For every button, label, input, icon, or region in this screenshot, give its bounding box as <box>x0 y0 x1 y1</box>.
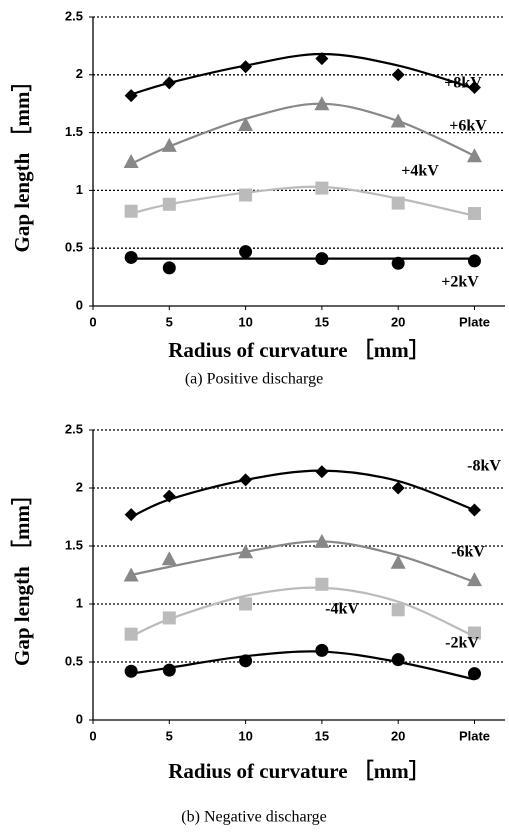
marker <box>239 473 253 487</box>
y-axis-label: Gap length ［mm］ <box>10 484 34 666</box>
marker <box>467 667 481 681</box>
x-tick-label: 0 <box>89 728 96 743</box>
fit-line <box>130 102 475 165</box>
series-label: +8kV <box>444 75 482 92</box>
y-tick-label: 2 <box>76 66 83 81</box>
marker <box>315 252 329 266</box>
marker <box>391 196 405 210</box>
marker <box>239 654 253 668</box>
marker <box>124 250 138 264</box>
marker <box>466 572 482 587</box>
y-tick-label: 0 <box>76 297 83 312</box>
series-label: -6kV <box>451 544 485 561</box>
y-tick-label: 0.5 <box>65 240 83 255</box>
x-tick-label: 10 <box>238 314 252 329</box>
marker <box>124 204 138 218</box>
marker <box>391 653 405 667</box>
y-axis-label: Gap length ［mm］ <box>10 70 34 252</box>
fit-line <box>130 469 475 519</box>
x-tick-label: 0 <box>89 314 96 329</box>
series-label: +6kV <box>449 118 487 135</box>
marker <box>315 643 329 657</box>
y-tick-label: 1 <box>76 595 83 610</box>
marker <box>315 52 329 66</box>
marker <box>314 533 330 548</box>
fit-line <box>130 540 475 583</box>
x-tick-label: 5 <box>166 314 173 329</box>
marker <box>161 137 177 152</box>
marker <box>391 68 405 82</box>
marker <box>162 489 176 503</box>
marker <box>124 664 138 678</box>
marker <box>391 603 405 617</box>
y-tick-label: 2.5 <box>65 421 83 436</box>
marker <box>162 663 176 677</box>
marker <box>467 626 481 640</box>
marker <box>466 148 482 163</box>
marker <box>314 96 330 111</box>
y-tick-label: 1.5 <box>65 124 83 139</box>
x-axis-label: Radius of curvature ［mm］ <box>168 759 430 783</box>
caption: (b) Negative discharge <box>181 809 326 826</box>
marker <box>124 89 138 103</box>
marker <box>123 154 139 168</box>
fit-line <box>130 650 475 681</box>
marker <box>239 597 253 611</box>
y-tick-label: 1.5 <box>65 537 83 552</box>
x-tick-label: 15 <box>315 314 329 329</box>
marker <box>162 261 176 275</box>
marker <box>315 181 329 195</box>
marker <box>315 577 329 591</box>
x-tick-label: 20 <box>391 314 405 329</box>
series-label: +2kV <box>441 274 479 291</box>
y-tick-label: 0.5 <box>65 653 83 668</box>
x-tick-label: Plate <box>459 728 490 743</box>
x-axis-label: Radius of curvature ［mm］ <box>168 338 430 362</box>
marker <box>239 188 253 202</box>
y-tick-label: 2.5 <box>65 8 83 23</box>
marker <box>238 544 254 559</box>
series-label: -4kV <box>325 601 359 618</box>
marker <box>239 245 253 259</box>
marker <box>391 256 405 270</box>
x-tick-label: 20 <box>391 728 405 743</box>
fit-line <box>130 586 475 638</box>
marker <box>161 551 177 566</box>
marker <box>467 207 481 221</box>
x-tick-label: Plate <box>459 314 490 329</box>
marker <box>391 481 405 495</box>
marker <box>124 627 138 641</box>
series-label: +4kV <box>401 163 439 180</box>
x-tick-label: 5 <box>166 728 173 743</box>
series-label: -8kV <box>467 458 501 475</box>
y-tick-label: 1 <box>76 182 83 197</box>
marker <box>162 197 176 211</box>
x-tick-label: 10 <box>238 728 252 743</box>
marker <box>467 81 481 95</box>
marker <box>238 117 254 132</box>
marker <box>162 611 176 625</box>
y-tick-label: 2 <box>76 479 83 494</box>
marker <box>390 554 406 569</box>
marker <box>124 508 138 522</box>
fit-line <box>130 185 475 217</box>
marker <box>467 503 481 517</box>
marker <box>390 113 406 128</box>
x-tick-label: 15 <box>315 728 329 743</box>
y-tick-label: 0 <box>76 711 83 726</box>
marker <box>123 567 139 582</box>
marker <box>239 60 253 74</box>
marker <box>162 76 176 90</box>
caption: (a) Positive discharge <box>185 371 323 388</box>
marker <box>467 254 481 268</box>
marker <box>315 465 329 479</box>
series-label: -2kV <box>445 635 479 652</box>
